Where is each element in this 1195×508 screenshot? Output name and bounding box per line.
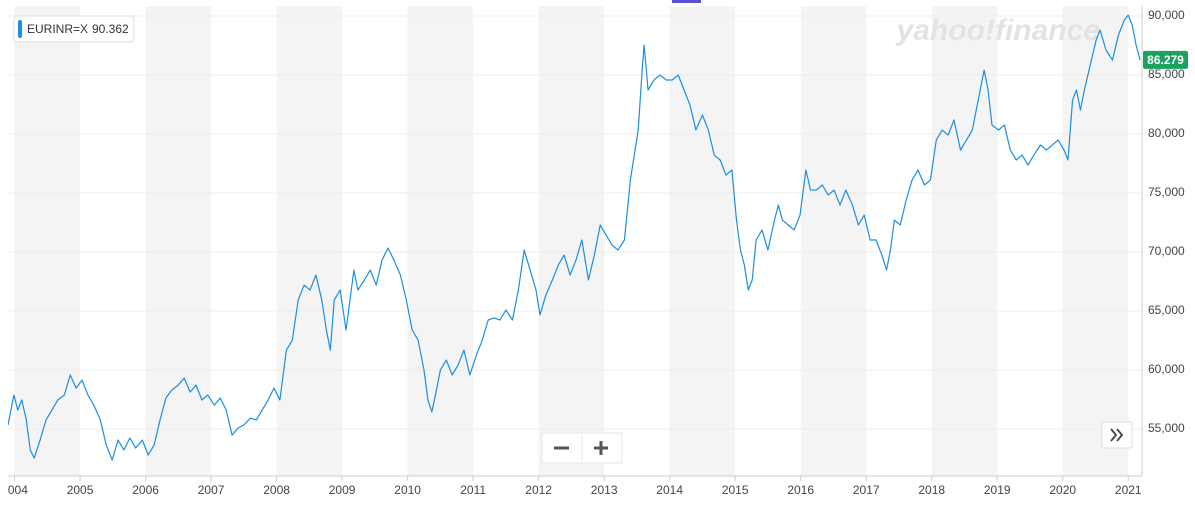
- legend-series-name: EURINR=X: [27, 22, 88, 36]
- year-band: [669, 6, 736, 476]
- x-tick-label: 2016: [787, 483, 814, 497]
- x-tick-label: 2010: [394, 483, 421, 497]
- y-tick-label: 70,000: [1148, 244, 1185, 258]
- x-tick-label: 2018: [918, 483, 945, 497]
- y-axis: 55,000 60,000 65,000 70,000 75,000 80,000 85,0…: [1148, 8, 1185, 435]
- x-tick-label: 2005: [67, 483, 94, 497]
- y-tick-label: 90,000: [1148, 8, 1185, 22]
- x-tick-label: 2009: [329, 483, 356, 497]
- legend-value: 90.362: [92, 22, 129, 36]
- y-tick-label: 65,000: [1148, 303, 1185, 317]
- x-tick-label: 2011: [460, 483, 486, 497]
- year-band: [1062, 6, 1129, 476]
- last-price-tag: [1143, 50, 1188, 69]
- year-band: [538, 6, 605, 476]
- watermark: yahoo!finance: [895, 14, 1100, 47]
- x-tick-label: 2012: [525, 483, 552, 497]
- x-tick-label: 2007: [198, 483, 225, 497]
- x-tick-label: 2014: [656, 483, 683, 497]
- y-tick-label: 75,000: [1148, 185, 1185, 199]
- top-marker: [672, 0, 701, 3]
- zoom-out-button[interactable]: [543, 434, 581, 462]
- y-tick-label: 80,000: [1148, 126, 1185, 140]
- plot: [8, 14, 1141, 461]
- x-tick-label: 2019: [984, 483, 1011, 497]
- year-band: [14, 6, 81, 476]
- year-band: [931, 6, 998, 476]
- zoom-controls: [541, 432, 623, 464]
- x-tick-label: 2004: [1, 483, 28, 497]
- year-bands: [14, 6, 1129, 476]
- year-band: [800, 6, 867, 476]
- x-tick-label: 2015: [722, 483, 749, 497]
- grid: [8, 15, 1142, 430]
- zoom-in-button[interactable]: [583, 434, 621, 462]
- y-tick-label: 60,000: [1148, 362, 1185, 376]
- legend: EURINR=X 90.362: [13, 15, 135, 43]
- last-price-label: 86.279: [1147, 53, 1184, 67]
- expand-button[interactable]: [1101, 421, 1133, 449]
- legend-box: [13, 15, 135, 43]
- x-tick-label: 2021: [1115, 483, 1142, 497]
- legend-swatch: [18, 20, 22, 38]
- y-tick-label: 85,000: [1148, 67, 1185, 81]
- x-tick-label: 2008: [263, 483, 290, 497]
- year-band: [145, 6, 212, 476]
- x-tick-label: 2006: [132, 483, 159, 497]
- y-tick-label: 55,000: [1148, 421, 1185, 435]
- x-tick-label: 2017: [853, 483, 880, 497]
- year-band: [407, 6, 474, 476]
- x-tick-label: 2020: [1049, 483, 1076, 497]
- x-tick-label: 2013: [591, 483, 618, 497]
- price-line: [8, 14, 1141, 461]
- x-axis: 2004 2005 2006 2007 2008 2009 2010 2011 2012 2013…: [1, 476, 1142, 497]
- year-band: [276, 6, 343, 476]
